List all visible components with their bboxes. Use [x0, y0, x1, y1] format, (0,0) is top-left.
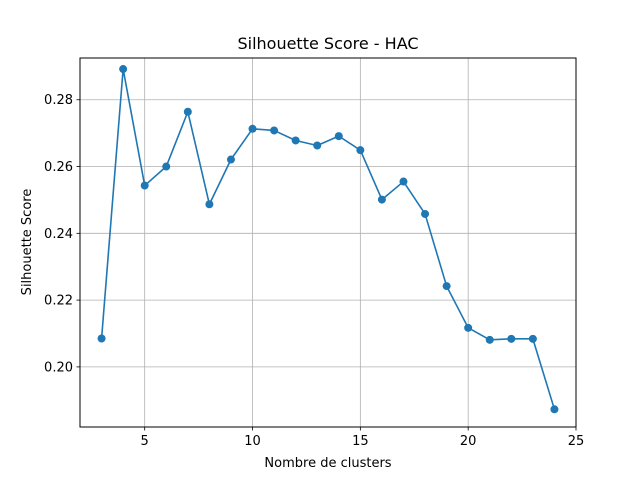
data-point	[507, 334, 516, 343]
y-tick-label: 0.26	[44, 160, 73, 175]
series-line-group	[97, 65, 559, 414]
x-axis: 5 10 15 20 25	[141, 427, 585, 449]
series-line	[100, 68, 556, 410]
y-axis: 0.20 0.22 0.24 0.26 0.28	[44, 93, 80, 375]
data-point	[550, 405, 559, 414]
data-point	[377, 195, 386, 204]
data-point	[270, 126, 279, 135]
data-point	[119, 65, 128, 74]
x-tick-label: 10	[244, 434, 261, 449]
x-tick-label: 5	[141, 434, 149, 449]
data-point	[485, 335, 494, 344]
y-axis-title: Silhouette Score	[20, 189, 35, 296]
data-point	[226, 155, 235, 164]
x-tick-label: 25	[568, 434, 585, 449]
data-point	[421, 209, 430, 218]
data-point	[356, 146, 365, 155]
data-point	[334, 132, 343, 141]
data-point	[464, 323, 473, 332]
data-point	[183, 107, 192, 116]
data-point	[162, 162, 171, 171]
plot-area-frame	[79, 57, 577, 428]
data-point	[313, 141, 322, 150]
x-tick-label: 20	[460, 434, 477, 449]
y-tick-label: 0.28	[44, 93, 73, 108]
data-point	[205, 200, 214, 209]
data-point	[140, 181, 149, 190]
y-tick-label: 0.24	[44, 227, 73, 242]
data-point	[528, 334, 537, 343]
x-tick-label: 15	[352, 434, 369, 449]
chart-title: Silhouette Score - HAC	[237, 34, 418, 53]
y-tick-label: 0.20	[44, 360, 73, 375]
data-point	[291, 136, 300, 145]
data-point	[442, 282, 451, 291]
data-point	[248, 124, 257, 133]
y-tick-label: 0.22	[44, 294, 73, 309]
data-point	[399, 177, 408, 186]
x-axis-title: Nombre de clusters	[264, 456, 391, 471]
data-point	[97, 334, 106, 343]
